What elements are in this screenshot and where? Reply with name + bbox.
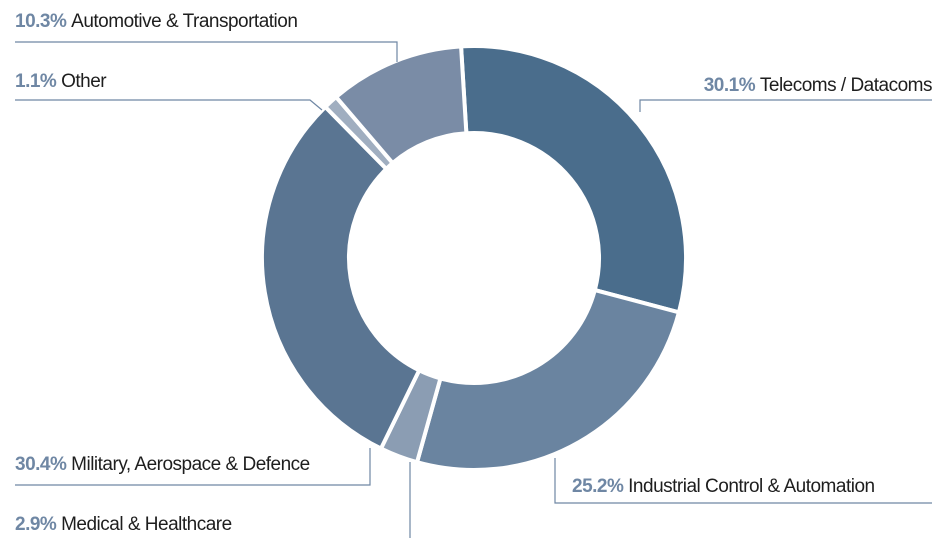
slice-category-label: Medical & Healthcare [61, 514, 232, 535]
slice-category-label: Other [61, 71, 107, 92]
slice-label: 30.4% Military, Aerospace & Defence [15, 454, 310, 475]
slice-label: 30.1% Telecoms / Datacoms [704, 75, 932, 96]
slice-value-label: 1.1% [15, 71, 57, 92]
leader-line [15, 41, 398, 62]
leader-line [15, 99, 323, 111]
donut-segment [458, 44, 688, 315]
slice-value-label: 25.2% [572, 476, 624, 497]
slice-label: 2.9% Medical & Healthcare [15, 514, 232, 535]
slice-value-label: 10.3% [15, 11, 67, 32]
slice-label: 1.1% Other [15, 71, 107, 92]
leader-line [15, 448, 371, 486]
slice-label: 25.2% Industrial Control & Automation [572, 476, 875, 497]
slice-category-label: Industrial Control & Automation [628, 476, 874, 497]
leader-line [554, 458, 932, 504]
donut-segment [260, 104, 422, 452]
slice-value-label: 30.4% [15, 454, 67, 475]
slice-value-label: 2.9% [15, 514, 57, 535]
donut-segment [333, 44, 469, 166]
slice-label: 10.3% Automotive & Transportation [15, 11, 297, 32]
slice-category-label: Telecoms / Datacoms [760, 75, 932, 96]
slice-value-label: 30.1% [704, 75, 756, 96]
donut-segment [414, 287, 682, 472]
leader-line [639, 99, 932, 112]
slice-category-label: Military, Aerospace & Defence [71, 454, 310, 475]
slice-category-label: Automotive & Transportation [71, 11, 297, 32]
